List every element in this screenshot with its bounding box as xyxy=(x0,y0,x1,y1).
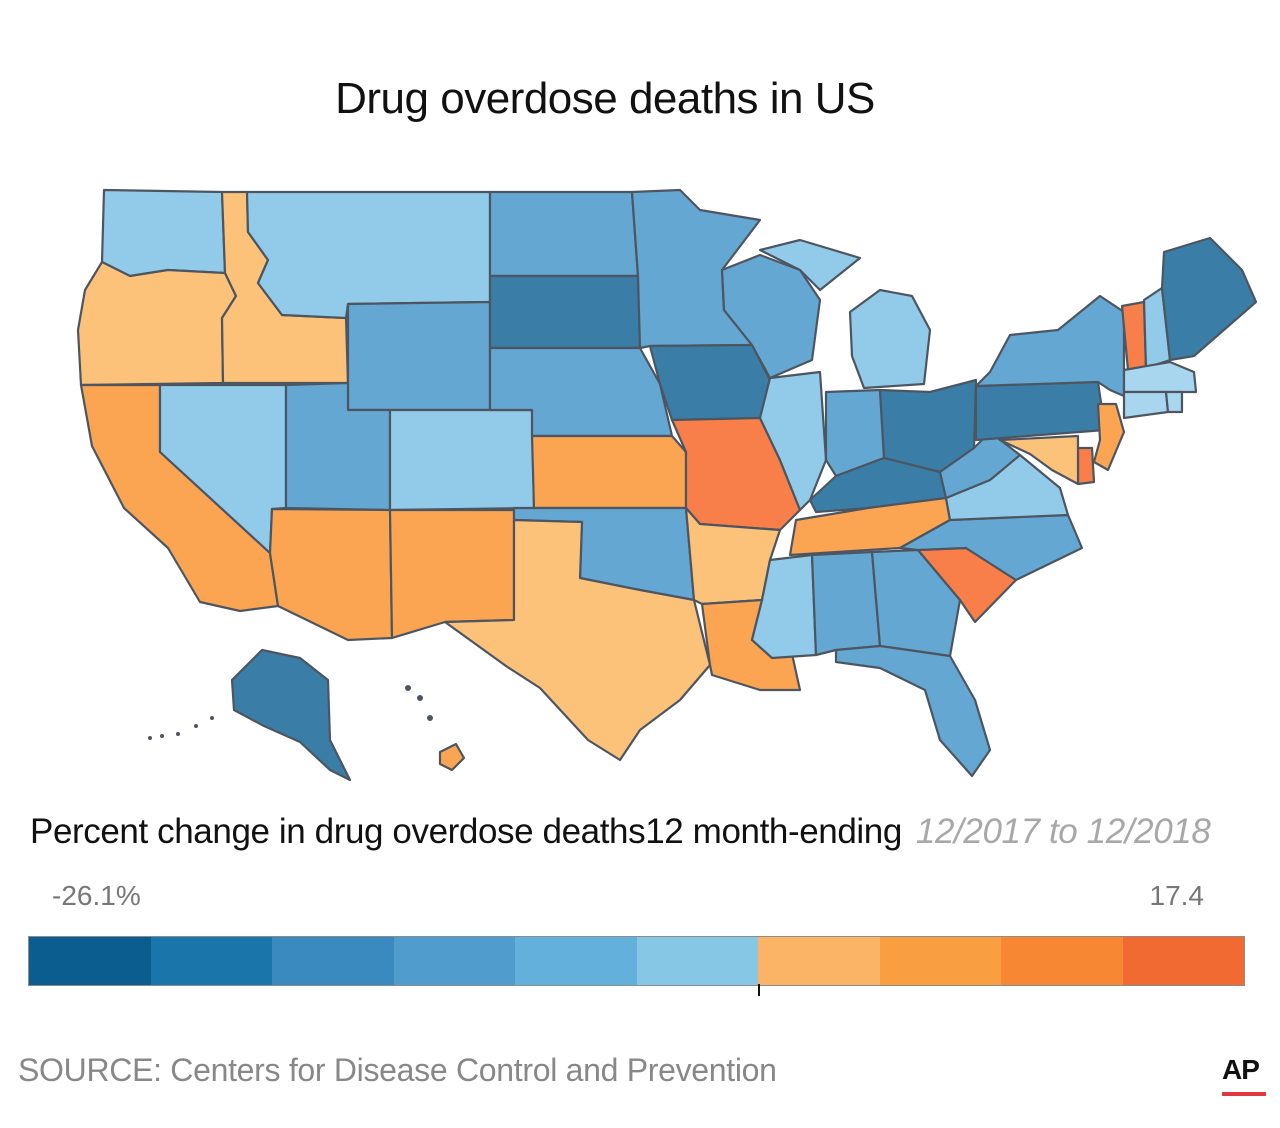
legend-bin xyxy=(272,937,394,985)
legend-bin xyxy=(1001,937,1123,985)
state-washington xyxy=(100,188,227,278)
map-title: Drug overdose deaths in US xyxy=(335,74,875,123)
source-note: SOURCE: Centers for Disease Control and … xyxy=(18,1052,777,1088)
state-vermont xyxy=(1120,300,1148,372)
state-wisconsin xyxy=(720,253,822,380)
state-texas xyxy=(443,518,712,762)
legend-period: 12/2017 to 12/2018 xyxy=(915,812,1211,851)
legend-color-scale xyxy=(28,936,1245,986)
state-iowa xyxy=(648,343,772,422)
island-dot xyxy=(148,736,152,740)
legend-bin xyxy=(879,937,1001,985)
state-wyoming xyxy=(346,300,492,412)
island-dot xyxy=(417,695,423,701)
state-michigan xyxy=(848,288,932,390)
ap-logo-underline xyxy=(1222,1092,1266,1096)
state-north-dakota xyxy=(488,190,640,278)
state-arizona xyxy=(268,507,394,642)
state-pennsylvania xyxy=(974,380,1107,442)
state-new-york xyxy=(974,294,1126,398)
island-dot xyxy=(405,685,411,691)
legend-bin xyxy=(29,937,151,985)
island-dot xyxy=(427,715,433,721)
state-south-dakota xyxy=(488,274,642,350)
us-choropleth-map xyxy=(76,188,1258,782)
state-maryland xyxy=(998,434,1080,486)
state-alaska xyxy=(230,648,352,782)
island-dot xyxy=(176,732,180,736)
alaska-islands xyxy=(148,716,214,740)
state-massachusetts xyxy=(1122,360,1198,394)
legend-subtitle: Percent change in drug overdose deaths12… xyxy=(30,812,1211,852)
state-florida xyxy=(834,644,992,778)
state-maine xyxy=(1160,236,1258,362)
legend-min-label: -26.1% xyxy=(52,880,141,911)
state-michigan-up xyxy=(758,238,862,292)
state-georgia xyxy=(870,548,962,658)
state-connecticut xyxy=(1122,390,1170,420)
state-hawaii xyxy=(438,742,466,772)
ap-logo: AP xyxy=(1222,1054,1260,1085)
state-illinois xyxy=(758,370,828,512)
legend-bin xyxy=(393,937,515,985)
legend-bin xyxy=(1122,937,1244,985)
island-dot xyxy=(160,734,164,738)
legend-bin xyxy=(150,937,272,985)
legend-subtitle-text: Percent change in drug overdose deaths12… xyxy=(30,812,902,851)
state-new-mexico xyxy=(388,508,516,640)
state-rhode-island xyxy=(1164,390,1184,414)
state-new-jersey xyxy=(1092,402,1126,472)
legend-bin xyxy=(636,937,758,985)
state-west-virginia xyxy=(938,430,1022,500)
states-layer xyxy=(76,188,1258,782)
hawaii-islands xyxy=(405,685,433,721)
island-dot xyxy=(194,724,198,728)
legend-bin xyxy=(758,937,880,985)
island-dot xyxy=(210,716,214,720)
legend-max-label: 17.4 xyxy=(1149,880,1205,911)
state-kansas xyxy=(530,434,688,510)
state-colorado xyxy=(388,408,536,512)
state-delaware xyxy=(1076,446,1096,486)
state-alabama xyxy=(810,550,882,657)
state-oregon xyxy=(76,260,238,387)
state-montana xyxy=(245,190,492,320)
legend-bin xyxy=(515,937,637,985)
legend-zero-tick xyxy=(758,984,760,996)
